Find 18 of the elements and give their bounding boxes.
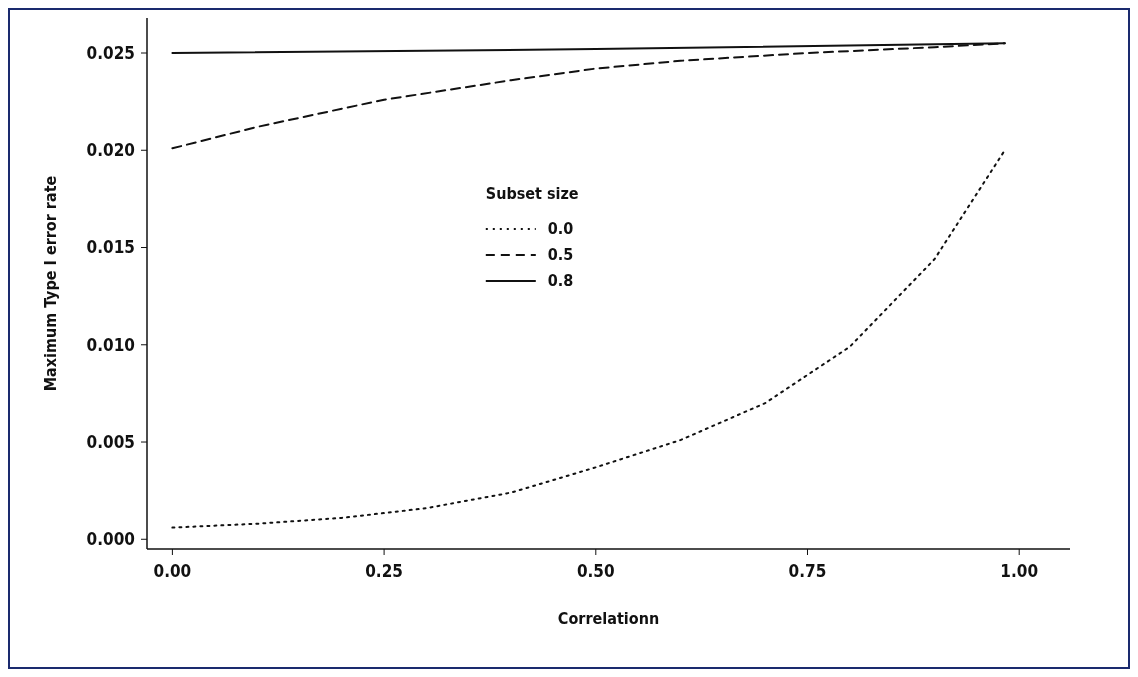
y-tick-label: 0.015 — [86, 237, 135, 258]
legend-title: Subset size — [485, 183, 579, 203]
y-tick-label: 0.025 — [86, 42, 135, 63]
y-tick-label: 0.000 — [86, 529, 135, 550]
x-tick-label: 0.00 — [153, 561, 192, 581]
legend-label: 0.5 — [547, 245, 574, 265]
line-series — [171, 149, 1006, 529]
y-tick-label: 0.020 — [86, 140, 135, 161]
x-tick-label: 1.00 — [1000, 561, 1039, 581]
x-axis-title: Correlationn — [557, 609, 660, 628]
x-tick-label: 0.50 — [576, 561, 615, 581]
x-tick-label: 0.75 — [788, 561, 827, 581]
y-tick-label: 0.005 — [86, 431, 135, 452]
y-axis-title: Maximum Type I error rate — [41, 175, 60, 392]
legend-label: 0.8 — [547, 271, 574, 291]
y-tick-label: 0.010 — [86, 334, 135, 355]
legend-label: 0.0 — [547, 219, 574, 239]
x-tick-label: 0.25 — [365, 561, 403, 581]
